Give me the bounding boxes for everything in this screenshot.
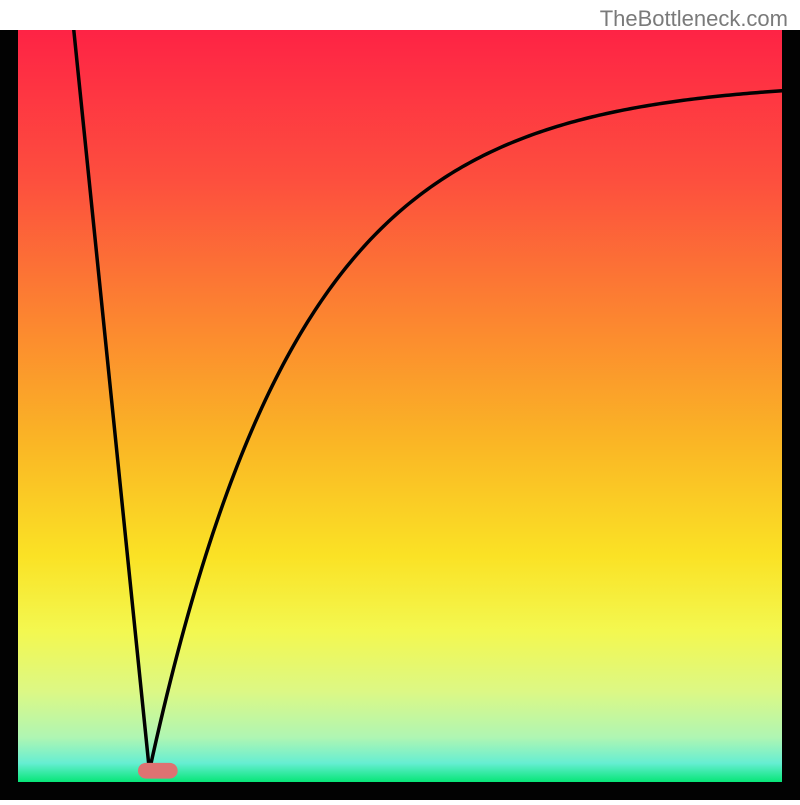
bottleneck-chart: TheBottleneck.com [0, 0, 800, 800]
chart-svg [0, 0, 800, 800]
watermark-label: TheBottleneck.com [600, 6, 788, 32]
